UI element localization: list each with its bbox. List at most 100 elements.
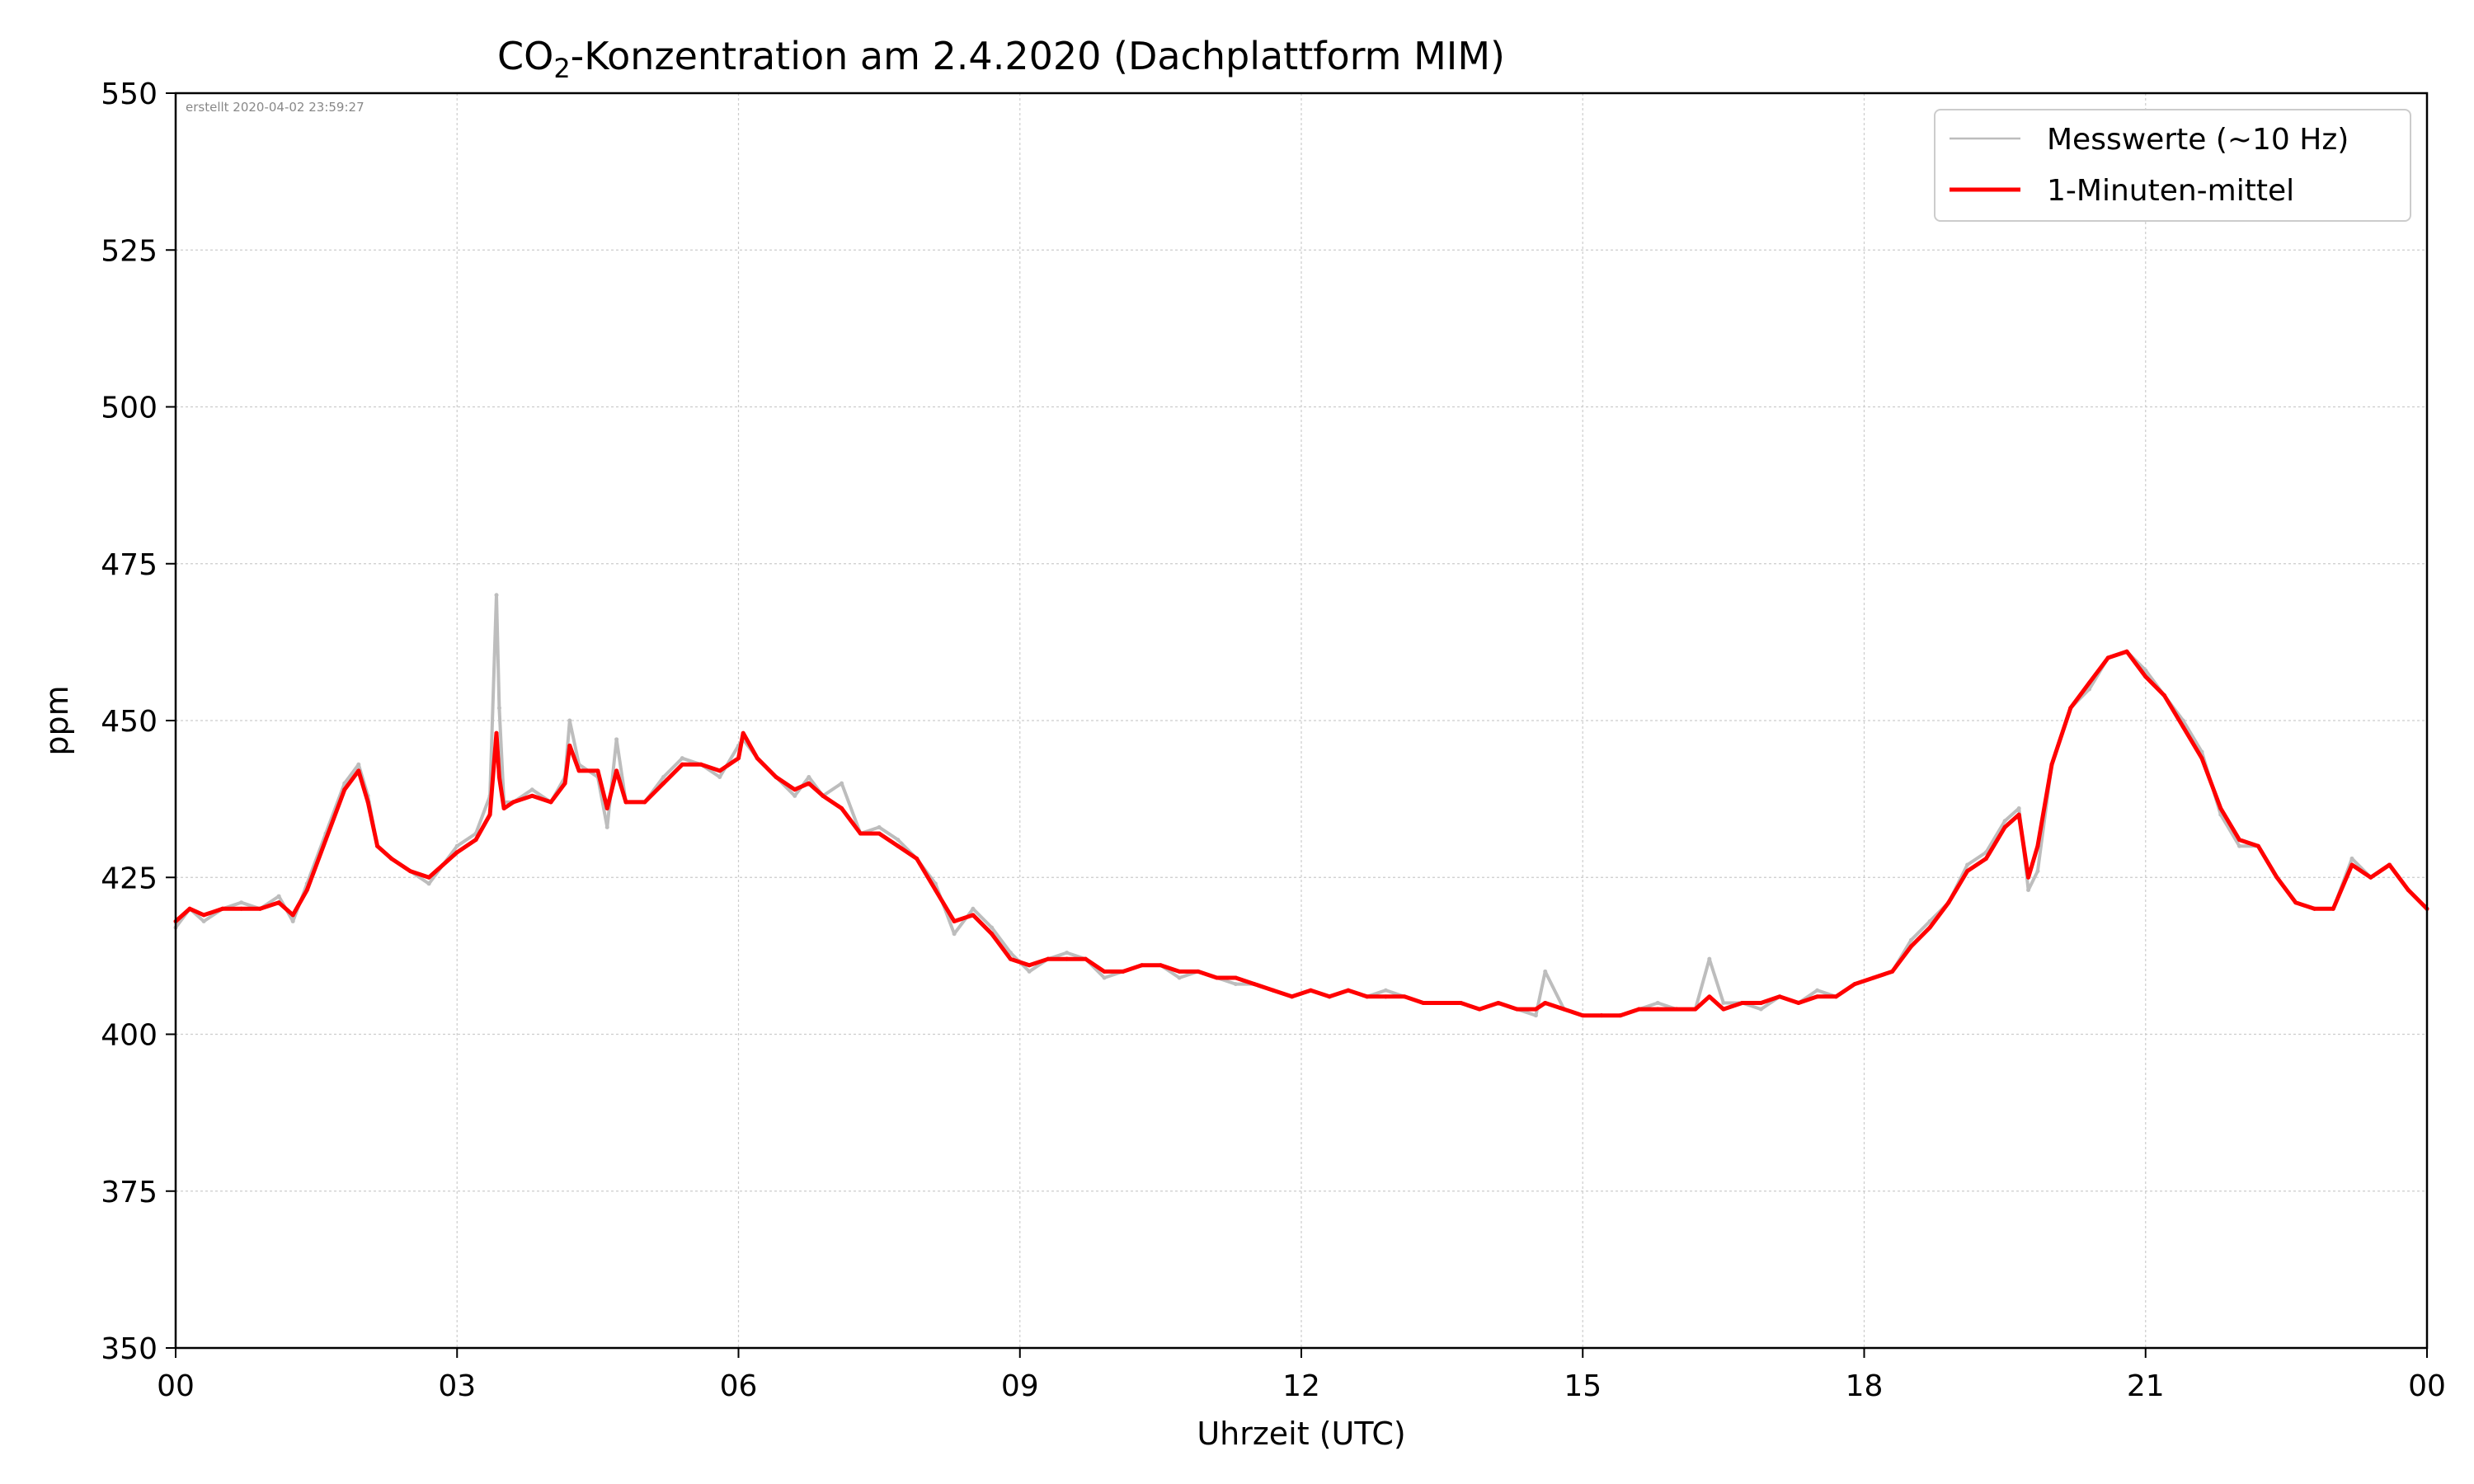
mean-point: [661, 781, 666, 786]
mean-point: [1852, 982, 1857, 987]
x-tick-label: 09: [1001, 1369, 1039, 1403]
mean-point: [990, 932, 995, 937]
mean-point: [2406, 887, 2411, 892]
created-timestamp: erstellt 2020-04-02 23:59:27: [186, 100, 365, 115]
mean-point: [1946, 900, 1951, 905]
raw-point: [1758, 1007, 1763, 1012]
mean-point: [642, 800, 647, 805]
mean-point: [1308, 988, 1313, 993]
mean-point: [1177, 969, 1182, 974]
raw-point: [661, 774, 666, 779]
mean-point: [1674, 1007, 1679, 1012]
mean-point: [614, 768, 619, 773]
raw-point: [1383, 988, 1388, 993]
y-axis: 350 375 400 425 450 475 500 525 550: [101, 77, 176, 1366]
mean-point: [365, 800, 370, 805]
legend-raw-label: Messwerte (~10 Hz): [2047, 123, 2349, 157]
mean-point: [1533, 1007, 1538, 1012]
mean-point: [1158, 963, 1163, 968]
y-tick-label: 400: [101, 1019, 158, 1053]
mean-point: [342, 787, 347, 792]
raw-point: [494, 593, 499, 598]
mean-point: [755, 756, 760, 761]
mean-point: [1402, 994, 1407, 999]
mean-point: [1252, 982, 1257, 987]
mean-point: [576, 768, 581, 773]
raw-point: [614, 737, 619, 742]
x-axis: 00 03 06 09 12 15 18 21 00: [157, 1348, 2446, 1403]
mean-point: [426, 875, 431, 880]
mean-point: [529, 793, 534, 798]
mean-point: [511, 800, 515, 805]
plot-area: [173, 593, 2429, 1018]
mean-point: [1383, 994, 1388, 999]
raw-point: [1065, 951, 1070, 956]
mean-point: [1833, 994, 1838, 999]
raw-point: [807, 774, 811, 779]
raw-point: [877, 824, 882, 829]
mean-point: [1496, 1000, 1501, 1005]
mean-point: [187, 906, 192, 911]
mean-point: [1421, 1000, 1426, 1005]
mean-point: [595, 768, 600, 773]
mean-point: [375, 843, 380, 848]
mean-point: [2218, 806, 2223, 811]
mean-point: [2087, 680, 2091, 685]
raw-point: [567, 718, 572, 723]
raw-point: [2035, 869, 2040, 874]
mean-point: [220, 906, 225, 911]
mean-point: [1083, 956, 1088, 961]
raw-point: [971, 906, 976, 911]
raw-point: [952, 932, 957, 937]
mean-point: [717, 768, 722, 773]
mean-point: [1046, 956, 1051, 961]
mean-point: [604, 806, 609, 811]
mean-point: [1580, 1013, 1585, 1018]
mean-point: [680, 762, 684, 767]
raw-point: [1177, 975, 1182, 980]
mean-point: [389, 856, 394, 861]
raw-point: [1815, 988, 1820, 993]
mean-point: [1890, 969, 1895, 974]
mean-point: [473, 838, 478, 843]
mean-point: [1233, 975, 1238, 980]
y-tick-label: 475: [101, 548, 158, 582]
raw-point: [1102, 975, 1107, 980]
series-mean-line: [176, 649, 2427, 1018]
mean-point: [487, 812, 492, 817]
y-tick-label: 450: [101, 705, 158, 739]
raw-point: [604, 824, 609, 829]
raw-point: [896, 838, 901, 843]
mean-point: [323, 838, 328, 843]
x-tick-label: 12: [1282, 1369, 1320, 1403]
raw-point: [426, 881, 431, 886]
mean-point: [407, 869, 412, 874]
raw-point: [2016, 806, 2021, 811]
raw-point: [1908, 937, 1913, 942]
mean-point: [971, 913, 976, 918]
mean-point: [276, 900, 281, 905]
raw-point: [1027, 969, 1032, 974]
mean-point: [952, 919, 957, 924]
raw-point: [2143, 668, 2148, 673]
raw-point: [2349, 856, 2354, 861]
mean-point: [1655, 1007, 1660, 1012]
mean-point: [1740, 1000, 1745, 1005]
mean-point: [496, 774, 501, 779]
mean-point: [1458, 1000, 1463, 1005]
mean-point: [1796, 1000, 1801, 1005]
mean-point: [2368, 875, 2373, 880]
raw-point: [496, 706, 501, 711]
x-tick-label: 18: [1846, 1369, 1884, 1403]
legend-mean-label: 1-Minuten-mittel: [2047, 174, 2294, 208]
x-axis-label: Uhrzeit (UTC): [1197, 1416, 1405, 1452]
y-tick-label: 375: [101, 1176, 158, 1209]
y-tick-label: 500: [101, 392, 158, 425]
chart-title: CO2-Konzentration am 2.4.2020 (Dachplatt…: [497, 34, 1505, 84]
raw-point: [239, 900, 244, 905]
raw-point: [276, 894, 281, 899]
mean-point: [1327, 994, 1332, 999]
raw-point: [454, 843, 459, 848]
mean-point: [933, 887, 938, 892]
